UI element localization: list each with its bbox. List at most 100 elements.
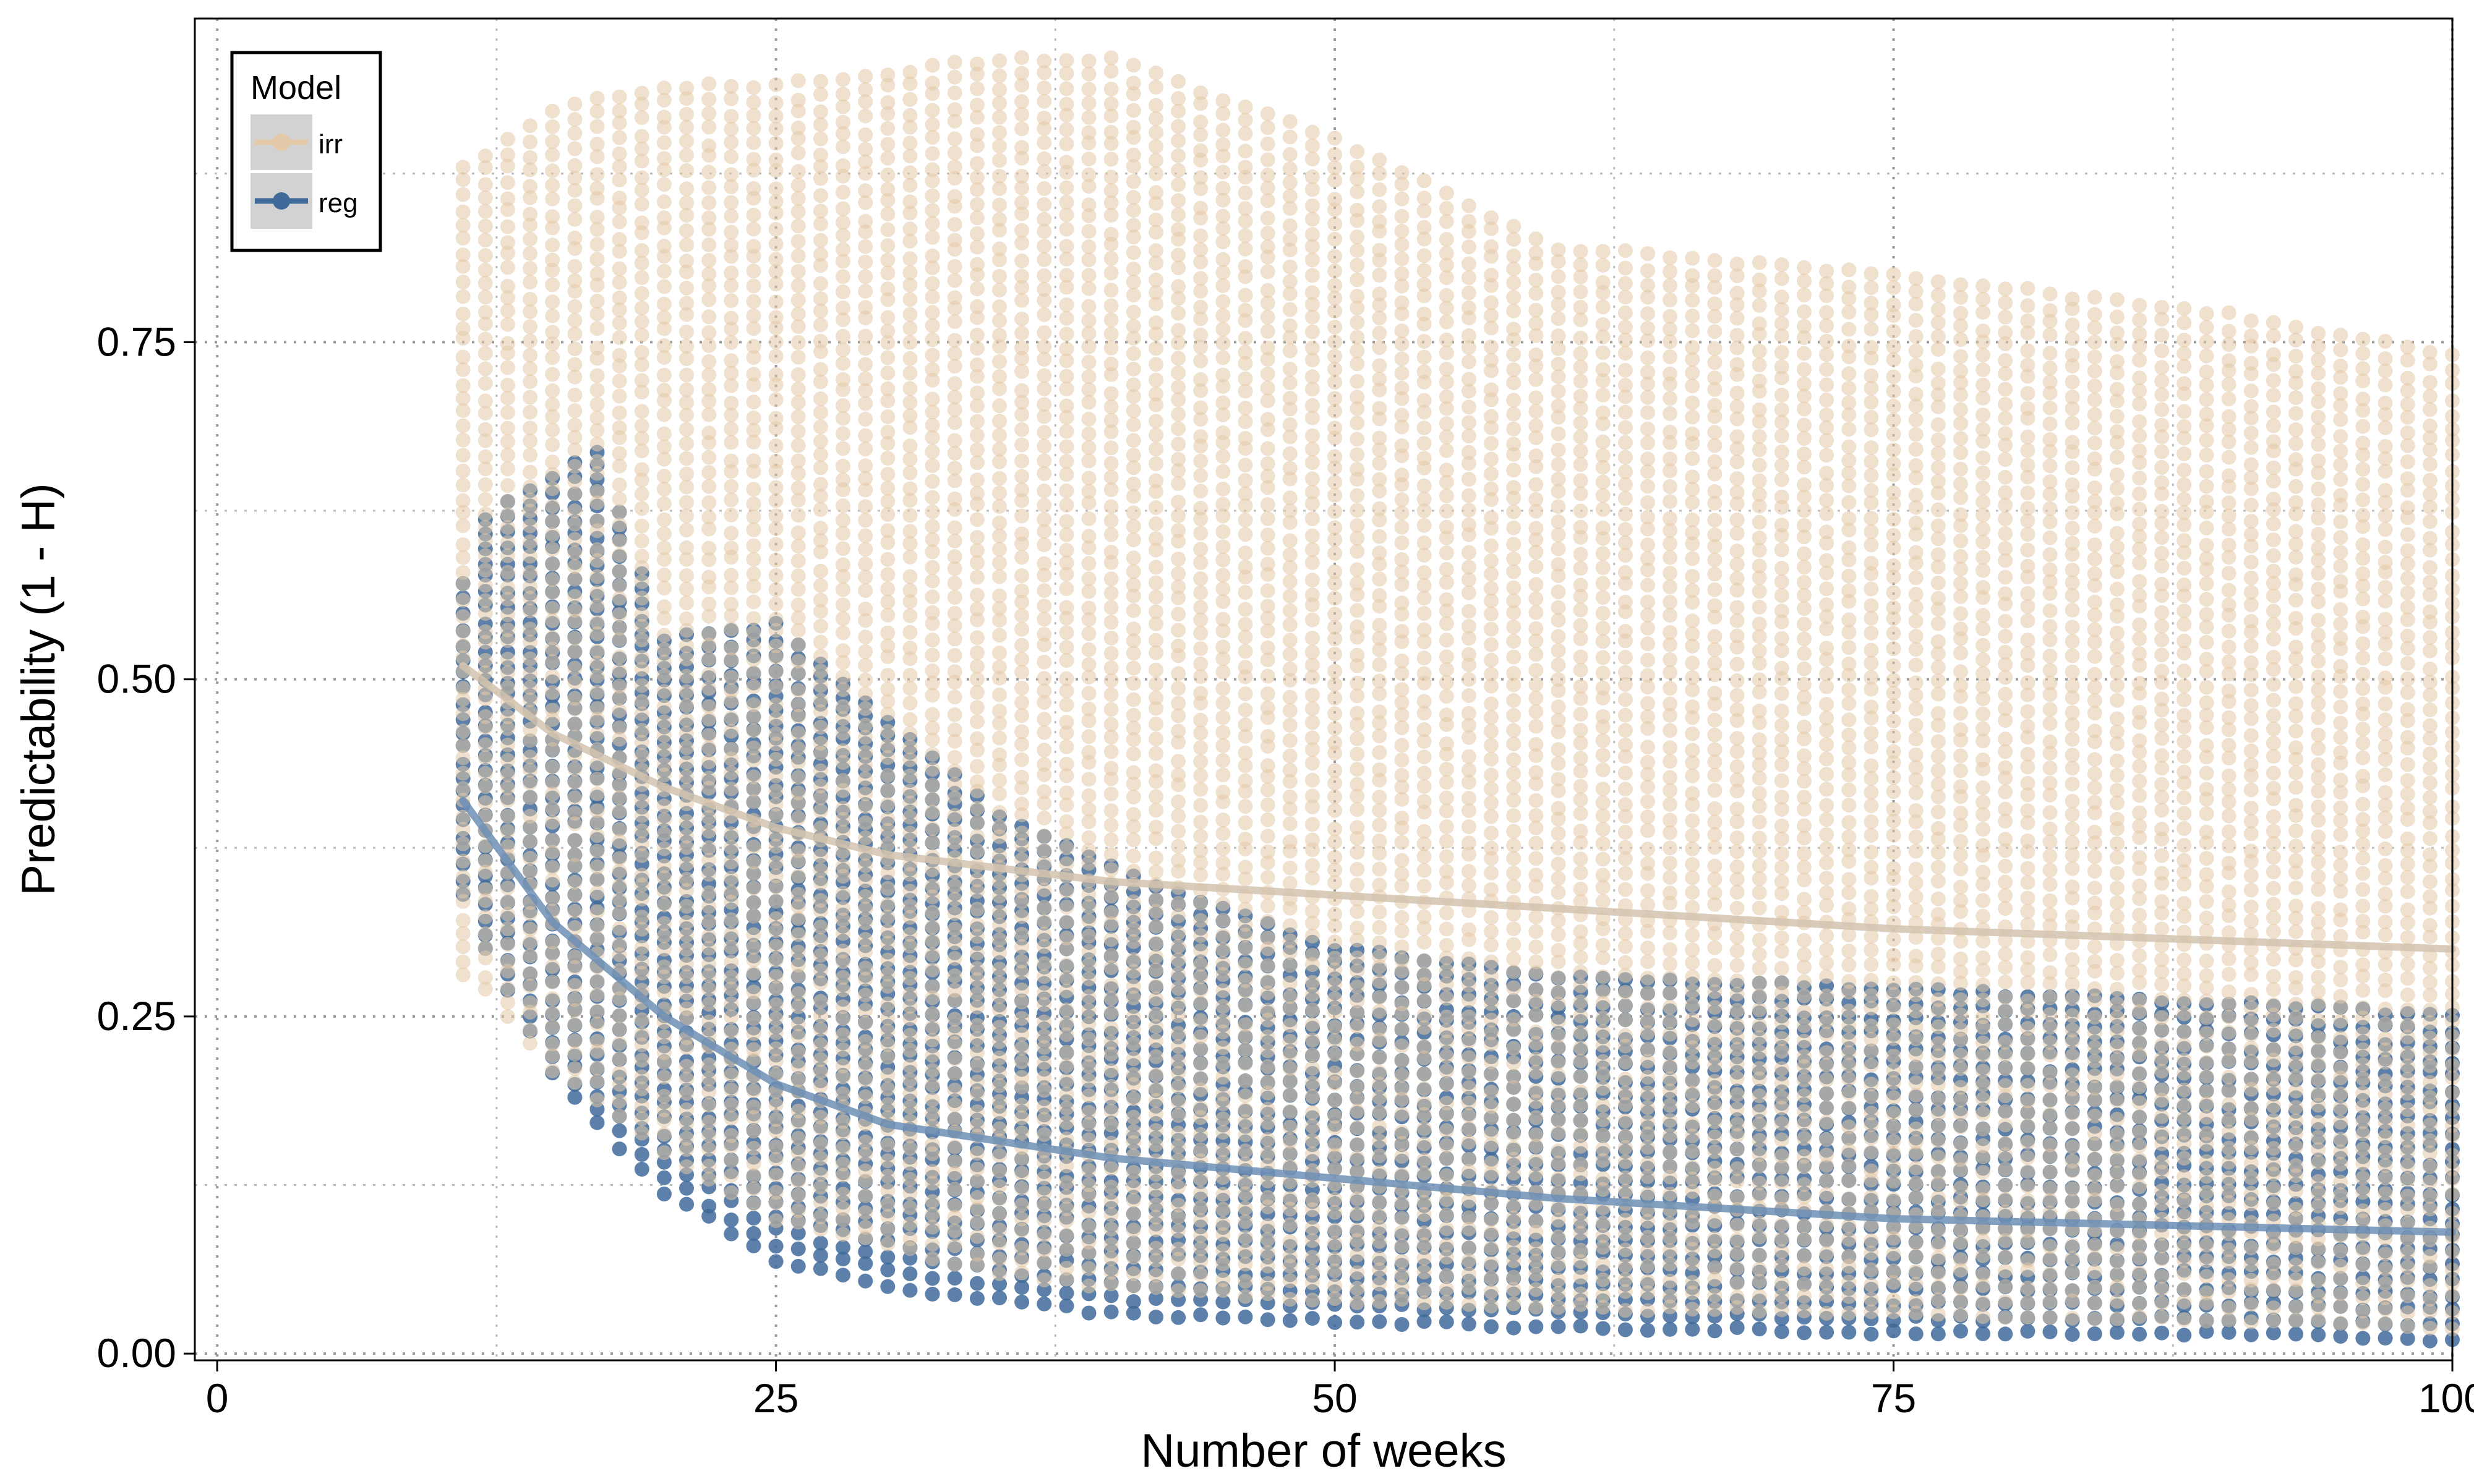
- irr-point: [679, 148, 694, 163]
- irr-point: [969, 442, 985, 458]
- irr-point: [1014, 638, 1030, 653]
- irr-point: [724, 621, 739, 637]
- irr-point: [1103, 761, 1119, 776]
- irr-point: [500, 219, 515, 234]
- irr-point: [746, 908, 761, 924]
- reg-point: [1797, 1325, 1812, 1341]
- irr-point: [1081, 1205, 1097, 1220]
- irr-point: [969, 731, 985, 746]
- irr-point: [701, 914, 717, 929]
- irr-point: [612, 620, 627, 636]
- irr-point: [1059, 326, 1074, 342]
- irr-point: [500, 235, 515, 250]
- irr-point: [1081, 1278, 1097, 1294]
- irr-point: [836, 472, 850, 488]
- scatter-points: [455, 50, 2460, 1349]
- reg-point: [925, 1286, 940, 1302]
- irr-point: [813, 203, 828, 219]
- irr-point: [969, 1214, 985, 1230]
- irr-point: [1037, 239, 1052, 254]
- irr-point: [813, 876, 828, 891]
- irr-point: [545, 350, 560, 365]
- irr-point: [724, 1111, 739, 1126]
- irr-point: [701, 540, 717, 556]
- irr-point: [612, 159, 627, 174]
- irr-point: [477, 578, 493, 593]
- irr-point: [746, 410, 761, 425]
- irr-point: [790, 568, 806, 584]
- irr-point: [1103, 1104, 1119, 1119]
- irr-point: [858, 82, 873, 98]
- irr-point: [992, 889, 1007, 904]
- irr-point: [1081, 471, 1097, 486]
- irr-point: [947, 232, 962, 248]
- irr-point: [477, 882, 493, 897]
- irr-point: [1081, 66, 1097, 82]
- irr-point: [634, 548, 649, 564]
- irr-point: [656, 80, 672, 96]
- irr-point: [880, 796, 896, 812]
- irr-point: [768, 252, 784, 267]
- irr-point: [500, 336, 515, 351]
- irr-point: [724, 1082, 739, 1098]
- irr-point: [1081, 440, 1097, 455]
- irr-point: [701, 367, 717, 383]
- irr-point: [500, 737, 515, 753]
- irr-point: [724, 238, 739, 253]
- irr-point: [790, 1174, 806, 1189]
- irr-point: [813, 848, 828, 864]
- irr-point: [790, 1188, 806, 1203]
- irr-point: [634, 1052, 649, 1068]
- irr-point: [1037, 811, 1052, 826]
- irr-point: [656, 177, 672, 192]
- irr-point: [813, 778, 828, 794]
- irr-point: [679, 254, 694, 269]
- irr-point: [969, 602, 985, 617]
- irr-point: [679, 856, 694, 872]
- irr-point: [902, 582, 918, 598]
- irr-point: [589, 786, 605, 801]
- irr-point: [567, 660, 583, 676]
- irr-point: [455, 592, 471, 608]
- irr-point: [858, 1058, 873, 1073]
- irr-point: [836, 284, 850, 300]
- irr-point: [992, 773, 1007, 788]
- irr-point: [589, 668, 605, 684]
- irr-point: [1014, 1197, 1030, 1213]
- irr-point: [701, 338, 717, 353]
- irr-point: [656, 699, 672, 714]
- irr-point: [701, 1084, 717, 1099]
- irr-point: [701, 728, 717, 743]
- reg-point: [1014, 1294, 1030, 1310]
- reg-point: [1304, 1311, 1320, 1326]
- irr-point: [589, 437, 605, 452]
- irr-point: [523, 548, 538, 564]
- irr-point: [947, 69, 962, 85]
- irr-point: [992, 874, 1007, 889]
- irr-point: [992, 153, 1007, 168]
- irr-point: [523, 809, 538, 824]
- irr-point: [992, 268, 1007, 284]
- irr-point: [858, 1188, 873, 1203]
- reg-point: [1953, 1323, 1968, 1339]
- irr-point: [589, 294, 605, 309]
- irr-point: [701, 997, 717, 1012]
- irr-point: [790, 610, 806, 626]
- irr-point: [992, 687, 1007, 702]
- irr-point: [880, 466, 896, 482]
- irr-point: [477, 232, 493, 248]
- irr-point: [523, 348, 538, 363]
- irr-point: [500, 520, 515, 535]
- irr-point: [701, 981, 717, 997]
- irr-point: [790, 811, 806, 826]
- irr-point: [679, 163, 694, 178]
- irr-point: [612, 146, 627, 161]
- irr-point: [858, 269, 873, 284]
- irr-point: [523, 134, 538, 150]
- irr-point: [969, 1190, 985, 1205]
- irr-point: [969, 714, 985, 730]
- irr-point: [790, 1059, 806, 1074]
- irr-point: [880, 996, 896, 1012]
- irr-point: [612, 103, 627, 119]
- irr-point: [992, 975, 1007, 991]
